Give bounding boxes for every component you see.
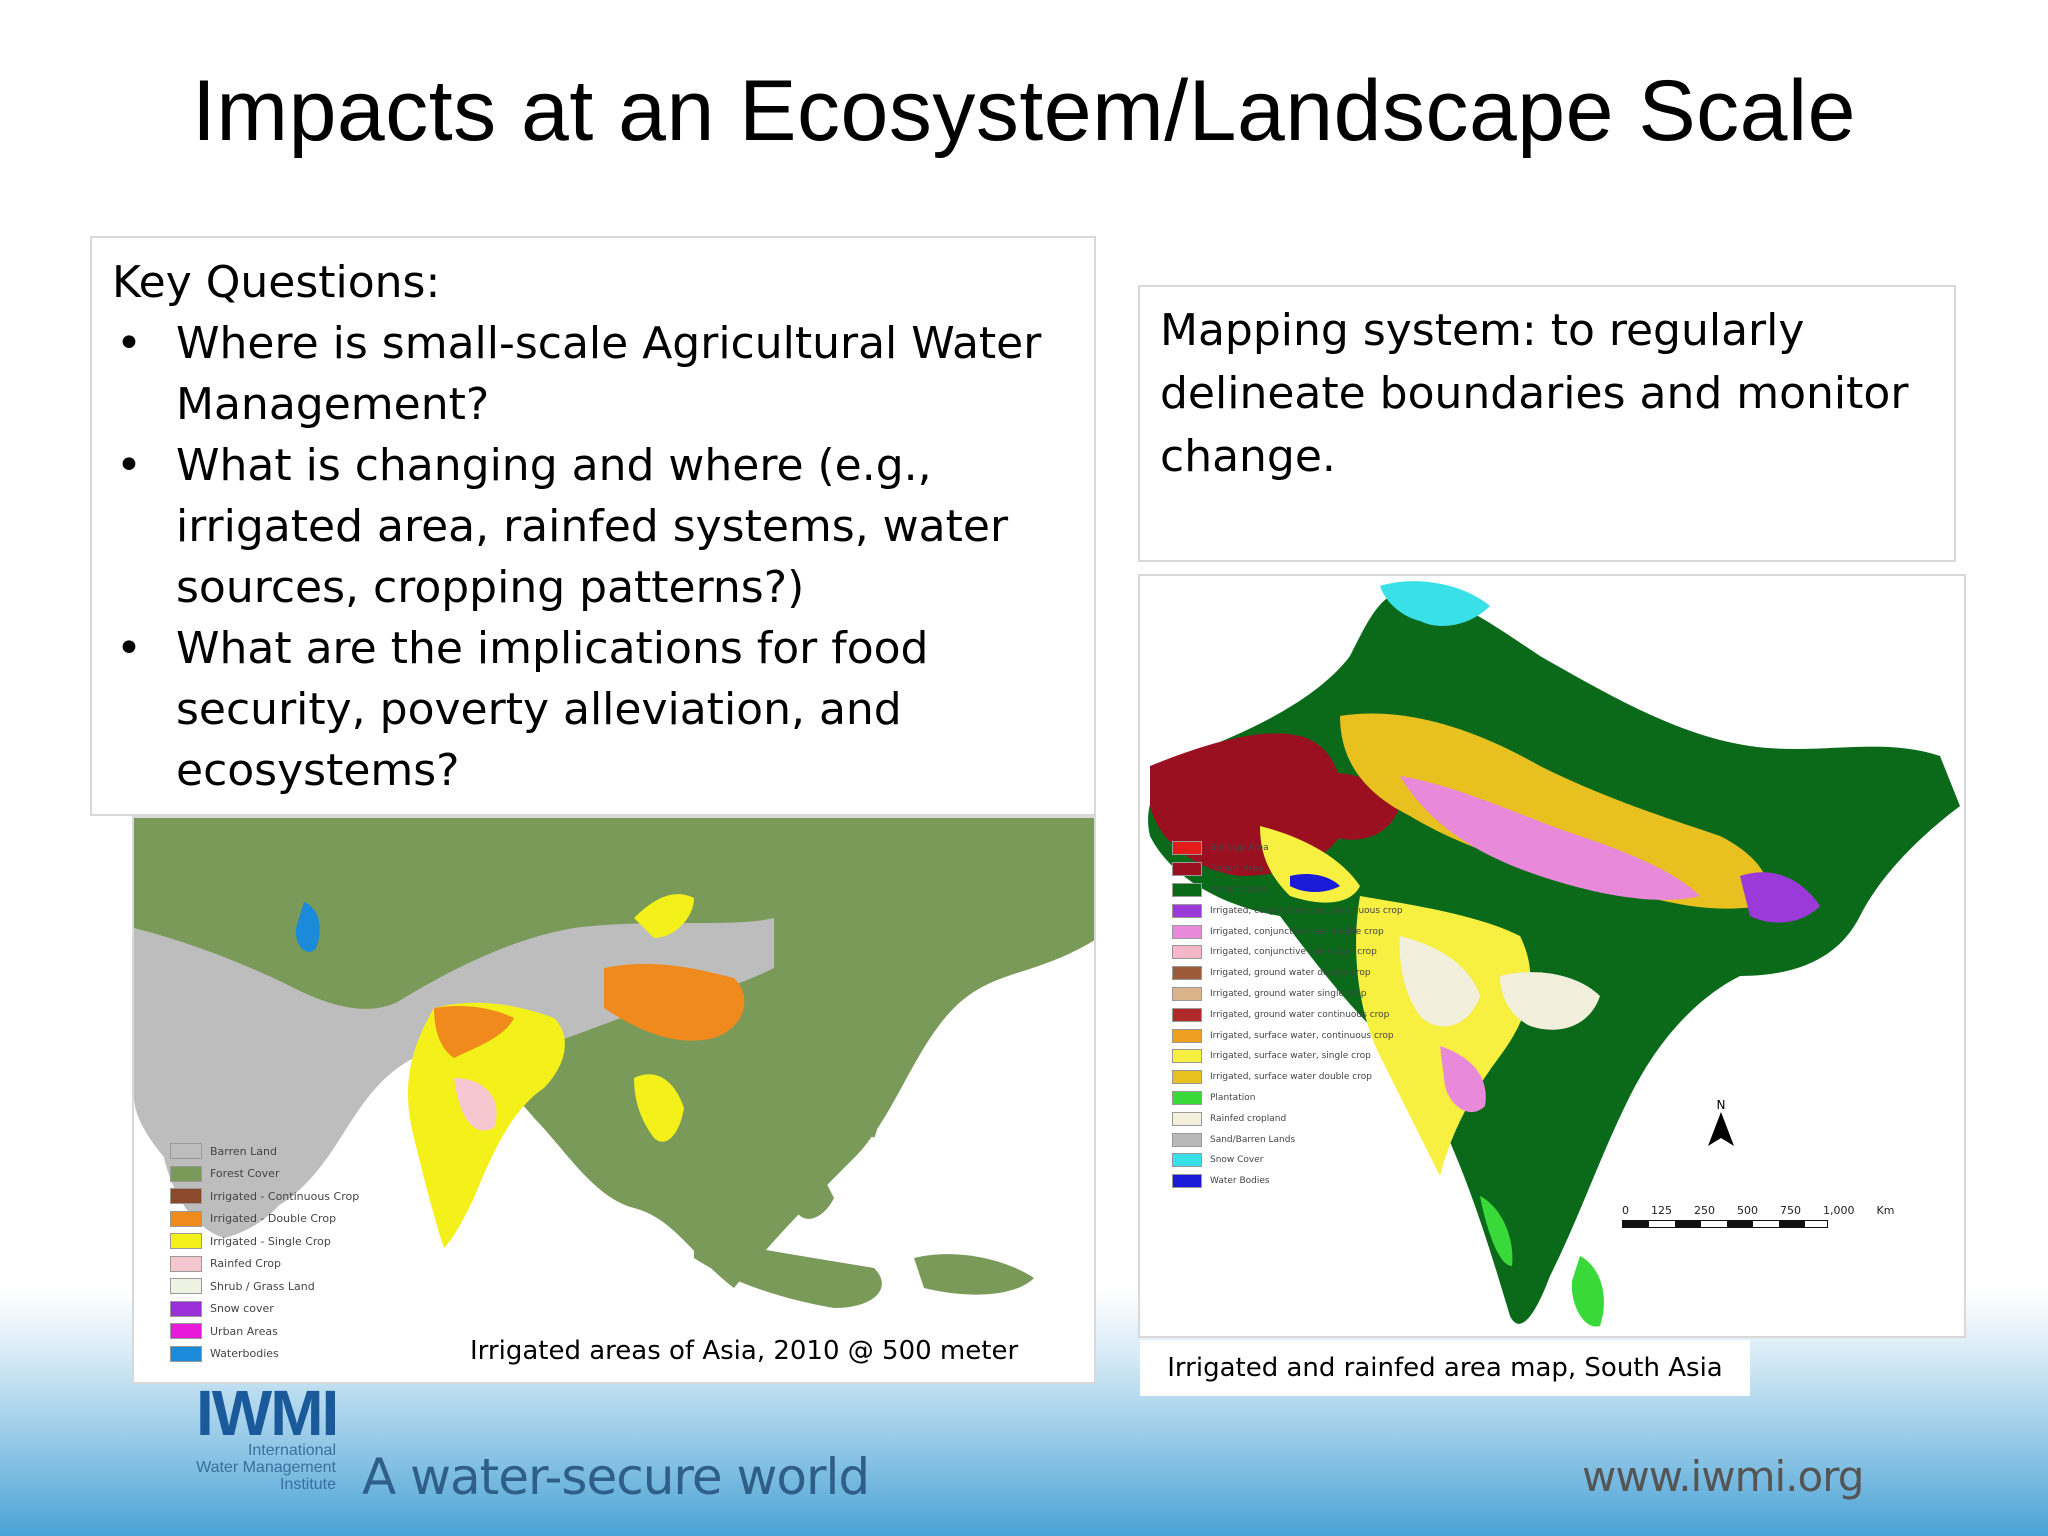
- scale-bar: 0 125 250 500 750 1,000 Km: [1622, 1204, 1894, 1228]
- asia-irrigation-map: Barren Land Forest Cover Irrigated - Con…: [132, 816, 1096, 1384]
- legend-item: Water Bodies: [1172, 1171, 1403, 1192]
- legend-swatch: [170, 1255, 202, 1272]
- legend-item: Rainfed cropland: [1172, 1108, 1403, 1129]
- list-item: • Where is small-scale Agricultural Water…: [116, 318, 1042, 430]
- legend-swatch: [1172, 1007, 1202, 1022]
- legend-swatch: [1172, 1049, 1202, 1064]
- legend-swatch: [1172, 1090, 1202, 1105]
- legend-item: Irrigated, conjunctive use, double crop: [1172, 921, 1403, 942]
- legend-swatch: [1172, 945, 1202, 960]
- legend-item: Irrigated, ground water continuous crop: [1172, 1004, 1403, 1025]
- asia-map-caption: Irrigated areas of Asia, 2010 @ 500 mete…: [470, 1336, 1019, 1366]
- legend-swatch: [1172, 841, 1202, 856]
- website-url: www.iwmi.org: [1582, 1452, 1864, 1501]
- legend-item: Irrigated, ground water single crop: [1172, 984, 1403, 1005]
- south-asia-map-caption: Irrigated and rainfed area map, South As…: [1140, 1340, 1750, 1396]
- key-questions-box: Key Questions: • Where is small-scale Agr…: [90, 236, 1096, 816]
- scale-ticks: 0 125 250 500 750 1,000 Km: [1622, 1204, 1895, 1217]
- legend-item: Forest Cover: [1172, 880, 1403, 901]
- north-label: N: [1716, 1098, 1726, 1112]
- key-questions-list: • Where is small-scale Agricultural Water…: [112, 313, 1074, 801]
- list-item: • What are the implications for food secu…: [116, 623, 929, 796]
- legend-item: Forest Cover: [170, 1163, 359, 1186]
- legend-item: Irrigated, surface water, single crop: [1172, 1046, 1403, 1067]
- legend-swatch: [1172, 986, 1202, 1001]
- legend-item: Irrigated, surface water double crop: [1172, 1067, 1403, 1088]
- tagline: A water-secure world: [362, 1448, 870, 1506]
- legend-swatch: [1172, 1174, 1202, 1189]
- legend-item: Irrigated - Double Crop: [170, 1208, 359, 1231]
- legend-swatch: [1172, 882, 1202, 897]
- legend-swatch: [1172, 862, 1202, 877]
- legend-item: Built-up Area: [1172, 838, 1403, 859]
- legend-item: Irrigated - Continuous Crop: [170, 1185, 359, 1208]
- logo-name-line: Institute: [279, 1476, 336, 1493]
- legend-swatch: [170, 1278, 202, 1295]
- legend-item: Barren Land: [170, 1140, 359, 1163]
- legend-item: Rainfed Crop: [170, 1253, 359, 1276]
- key-questions-heading: Key Questions:: [112, 257, 441, 308]
- legend-item: Snow cover: [170, 1298, 359, 1321]
- legend-item: Shrub / Grass Land: [170, 1275, 359, 1298]
- mapping-system-box: Mapping system: to regularly delineate b…: [1138, 285, 1956, 562]
- legend-swatch: [1172, 1132, 1202, 1147]
- legend-item: Plantation: [1172, 1088, 1403, 1109]
- asia-map-legend: Barren Land Forest Cover Irrigated - Con…: [170, 1140, 359, 1365]
- legend-swatch: [170, 1300, 202, 1317]
- legend-swatch: [1172, 1111, 1202, 1126]
- south-asia-map-legend: Built-up Area Desert Area Forest Cover I…: [1172, 838, 1403, 1192]
- legend-swatch: [1172, 1028, 1202, 1043]
- legend-item: Snow Cover: [1172, 1150, 1403, 1171]
- logo-name-line: Water Management: [196, 1459, 336, 1476]
- legend-swatch: [170, 1188, 202, 1205]
- slide-title: Impacts at an Ecosystem/Landscape Scale: [192, 63, 1856, 159]
- legend-item: Urban Areas: [170, 1320, 359, 1343]
- legend-swatch: [170, 1323, 202, 1340]
- legend-item: Irrigated, ground water double crop: [1172, 963, 1403, 984]
- legend-item: Irrigated - Single Crop: [170, 1230, 359, 1253]
- legend-swatch: [170, 1233, 202, 1250]
- legend-swatch: [170, 1345, 202, 1362]
- legend-swatch: [1172, 1070, 1202, 1085]
- list-item: • What is changing and where (e.g., irrig…: [116, 440, 1009, 613]
- logo-name-line: International: [247, 1442, 336, 1459]
- legend-swatch: [1172, 924, 1202, 939]
- legend-swatch: [170, 1210, 202, 1227]
- logo-letters: IWMI: [196, 1377, 339, 1449]
- legend-swatch: [1172, 1153, 1202, 1168]
- north-arrow-icon: [1708, 1112, 1734, 1146]
- mapping-system-text: Mapping system: to regularly delineate b…: [1160, 305, 1909, 482]
- north-arrow: N: [1708, 1098, 1734, 1149]
- legend-item: Irrigated, conjunctive use single crop: [1172, 942, 1403, 963]
- legend-item: Irrigated, conjunctive use, continuous c…: [1172, 900, 1403, 921]
- legend-swatch: [1172, 903, 1202, 918]
- iwmi-logo: IWMI International Water Management Inst…: [196, 1377, 339, 1493]
- scale-bar-graphic: [1622, 1220, 1828, 1228]
- legend-item: Sand/Barren Lands: [1172, 1129, 1403, 1150]
- legend-swatch: [1172, 966, 1202, 981]
- legend-item: Desert Area: [1172, 859, 1403, 880]
- asia-map-image: [134, 818, 1094, 1382]
- legend-swatch: [170, 1143, 202, 1160]
- legend-item: Irrigated, surface water, continuous cro…: [1172, 1025, 1403, 1046]
- south-asia-map-image: [1140, 576, 1964, 1336]
- south-asia-map: Built-up Area Desert Area Forest Cover I…: [1138, 574, 1966, 1338]
- legend-swatch: [170, 1165, 202, 1182]
- legend-item: Waterbodies: [170, 1343, 359, 1366]
